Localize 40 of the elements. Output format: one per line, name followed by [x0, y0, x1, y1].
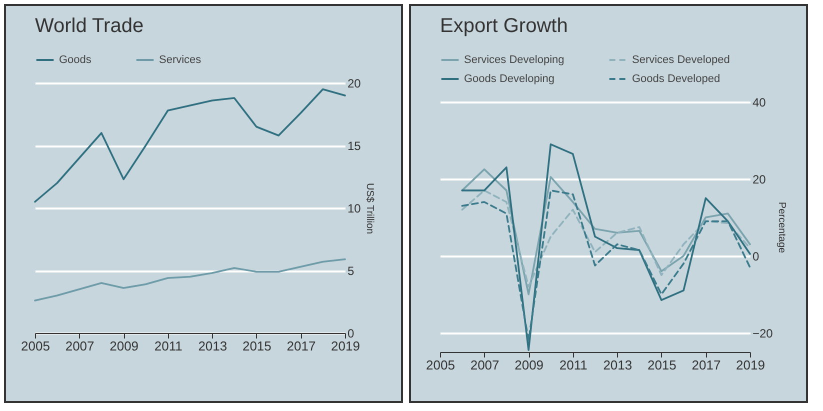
x-tick-label: 2013 — [198, 338, 228, 354]
legend-label: Services Developing — [464, 54, 564, 66]
x-tick-label: 2019 — [331, 338, 360, 354]
x-tick-label: 2017 — [286, 338, 316, 354]
x-tick-label: 2007 — [470, 358, 500, 372]
y-tick-label: −20 — [752, 326, 774, 340]
legend-label: Goods — [59, 54, 92, 66]
legend-label: Goods Developed — [632, 73, 720, 85]
line-series — [34, 258, 346, 302]
x-tick-label: 2007 — [65, 338, 94, 354]
y-tick-label: 15 — [348, 139, 362, 153]
x-tick-label: 2009 — [514, 358, 544, 372]
y-axis-title: US$ Trillion — [364, 182, 375, 234]
y-tick-label: 40 — [752, 96, 766, 110]
line-series — [461, 190, 751, 288]
y-tick-label: 0 — [348, 326, 354, 340]
line-series — [34, 88, 346, 203]
y-tick-label: 10 — [348, 202, 362, 216]
line-series — [461, 143, 751, 351]
x-tick-label: 2015 — [242, 338, 272, 354]
y-tick-label: 20 — [348, 76, 362, 90]
x-tick-label: 2017 — [692, 358, 721, 372]
y-axis-title: Percentage — [776, 202, 787, 254]
y-tick-label: 0 — [752, 249, 760, 264]
x-tick-label: 2009 — [110, 338, 139, 354]
x-tick-label: 2011 — [154, 338, 182, 354]
x-tick-label: 2011 — [559, 358, 588, 372]
legend-label: Services — [159, 54, 202, 66]
x-tick-label: 2015 — [647, 358, 676, 372]
x-tick-label: 2005 — [21, 338, 50, 354]
x-tick-label: 2019 — [736, 358, 765, 372]
x-tick-label: 2013 — [603, 358, 632, 372]
legend-label: Goods Developing — [464, 73, 555, 85]
y-tick-label: 5 — [348, 264, 354, 278]
chart-title: Export Growth — [440, 15, 568, 37]
line-series — [461, 168, 751, 296]
legend-label: Services Developed — [632, 54, 730, 66]
chart-title: World Trade — [35, 15, 144, 37]
y-tick-label: 20 — [752, 172, 766, 186]
x-tick-label: 2005 — [426, 358, 455, 372]
